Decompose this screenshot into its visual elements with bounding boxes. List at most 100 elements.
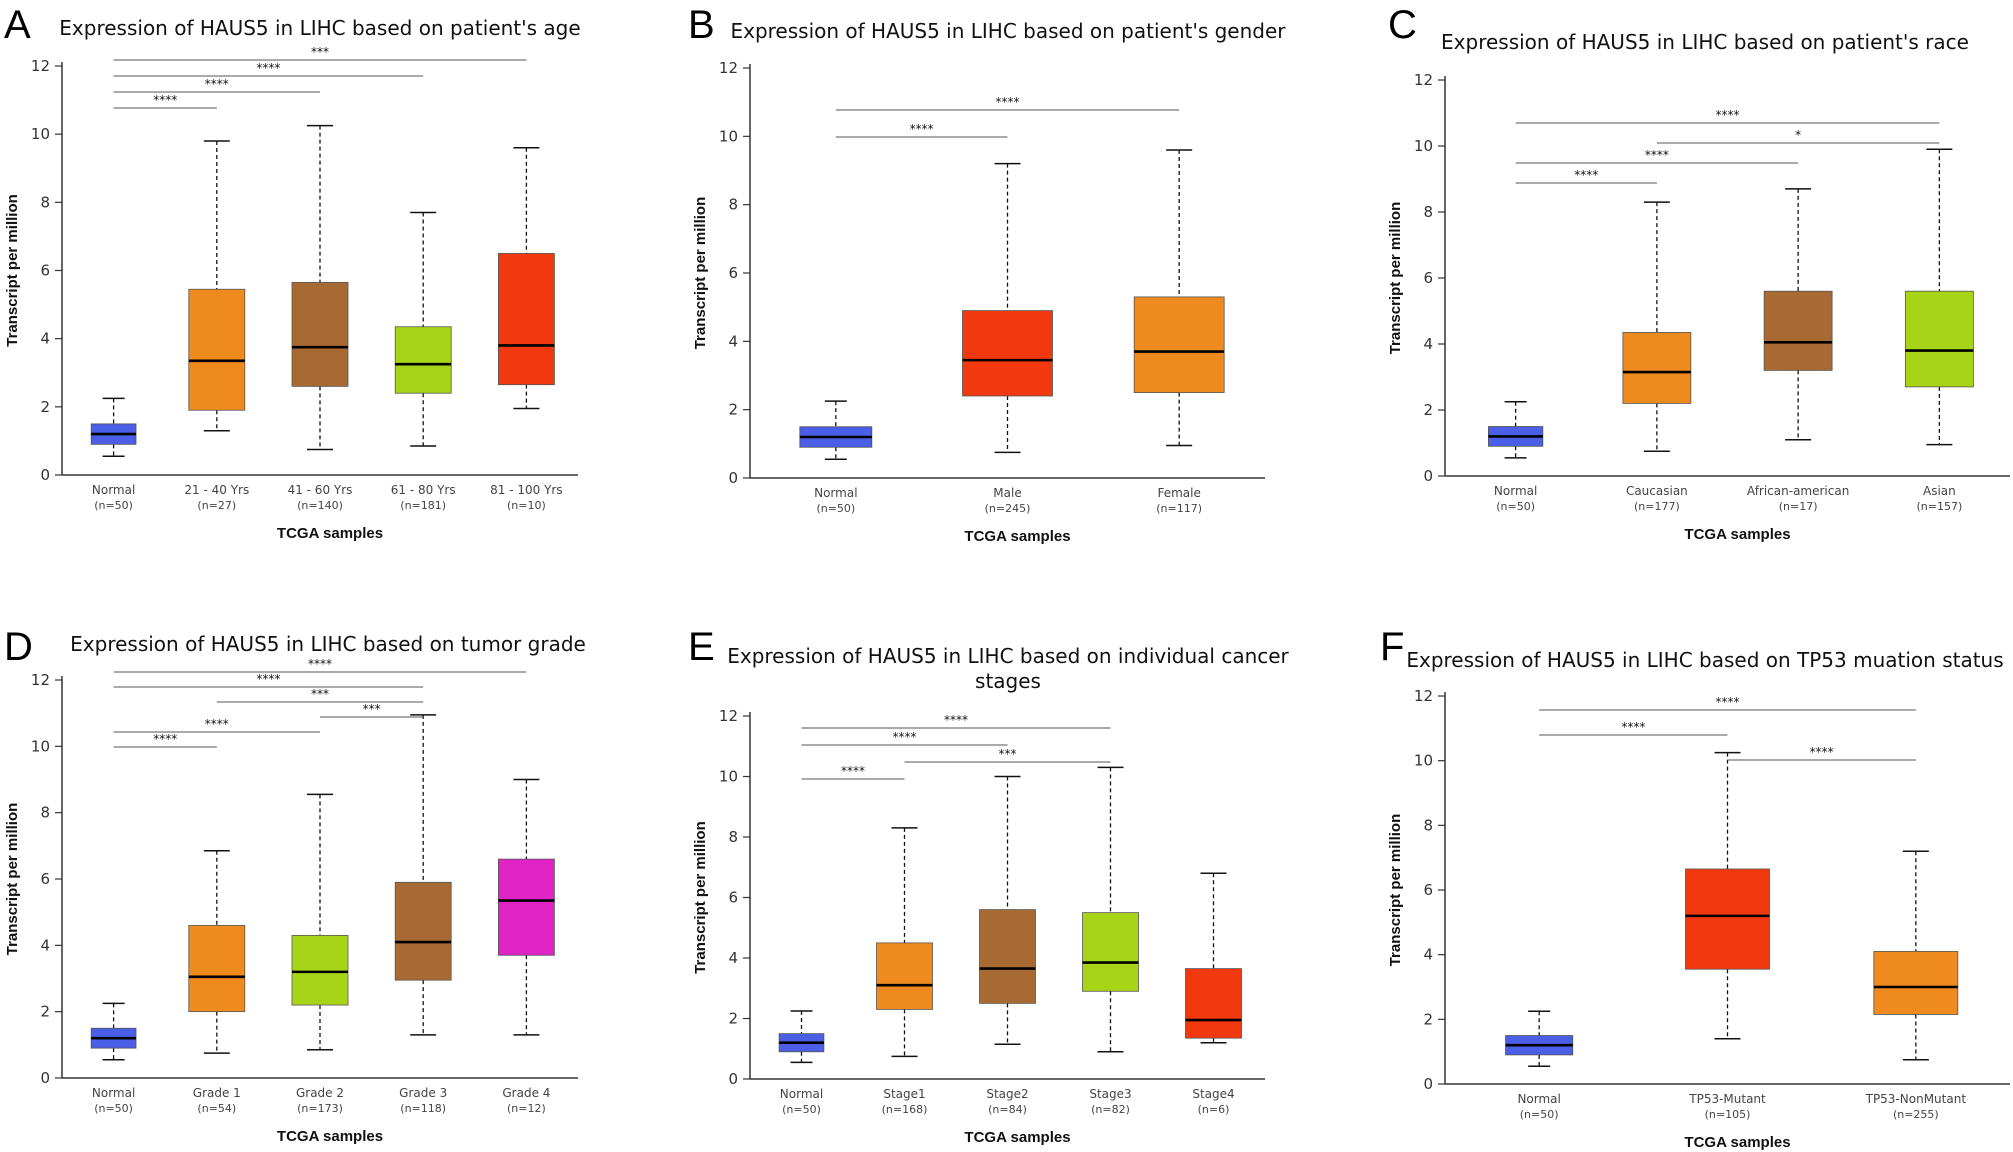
sample-count-label: (n=82): [1091, 1103, 1130, 1116]
category-label: TP53-Mutant: [1688, 1092, 1766, 1106]
significance-label: ***: [363, 702, 381, 716]
iqr-box: [188, 288, 246, 411]
sample-count-label: (n=245): [985, 502, 1031, 515]
category-label: Normal: [92, 1086, 135, 1100]
y-tick-label: 12: [1414, 687, 1433, 705]
box-african-american: [1763, 188, 1833, 441]
category-label: Normal: [1494, 484, 1537, 498]
y-tick-label: 12: [719, 59, 738, 77]
y-tick-label: 2: [40, 1003, 50, 1021]
significance-label: ****: [256, 61, 280, 75]
sample-count-label: (n=50): [94, 499, 133, 512]
significance-label: ****: [1716, 695, 1740, 709]
box-grade-3: [394, 714, 452, 1036]
category-label: 21 - 40 Yrs: [184, 483, 249, 497]
sample-count-label: (n=157): [1916, 500, 1962, 513]
category-label: Normal: [814, 486, 857, 500]
box-female: [1133, 149, 1225, 447]
iqr-box: [497, 253, 555, 386]
sample-count-label: (n=255): [1893, 1108, 1939, 1121]
box-21-40-yrs: [188, 140, 246, 432]
y-tick-label: 6: [1423, 881, 1433, 899]
y-tick-label: 4: [40, 936, 50, 954]
box-grade-2: [291, 793, 349, 1051]
box-normal: [90, 1002, 137, 1061]
category-label: Stage1: [883, 1087, 925, 1101]
y-tick-label: 10: [1414, 752, 1433, 770]
significance-label: ****: [153, 93, 177, 107]
significance-label: ****: [841, 764, 865, 778]
y-tick-label: 4: [728, 332, 738, 350]
panel-letter: D: [4, 625, 33, 669]
y-tick-label: 4: [1423, 946, 1433, 964]
category-label: Normal: [1517, 1092, 1560, 1106]
category-label: Asian: [1923, 484, 1956, 498]
category-label: Normal: [780, 1087, 823, 1101]
significance-label: ****: [308, 657, 332, 671]
y-tick-label: 4: [40, 330, 50, 348]
panel-D: D Expression of HAUS5 in LIHC based on tu…: [4, 625, 586, 1145]
chart-title: Expression of HAUS5 in LIHC based on pat…: [59, 16, 580, 40]
x-axis-title: TCGA samples: [964, 1129, 1070, 1146]
sample-count-label: (n=118): [400, 1102, 446, 1115]
y-tick-label: 6: [40, 870, 50, 888]
iqr-box: [1685, 868, 1770, 970]
significance-label: ****: [893, 730, 917, 744]
box-stage3: [1082, 766, 1139, 1053]
y-tick-label: 8: [1423, 816, 1433, 834]
box-normal: [778, 1010, 825, 1064]
y-tick-label: 6: [40, 262, 50, 280]
chart-title: Expression of HAUS5 in LIHC based on pat…: [730, 19, 1286, 43]
box-tp53-mutant: [1685, 751, 1770, 1040]
significance-label: ****: [910, 122, 934, 136]
sample-count-label: (n=50): [1520, 1108, 1559, 1121]
y-tick-label: 0: [728, 1070, 738, 1088]
box-male: [962, 162, 1053, 454]
y-tick-label: 0: [40, 1069, 50, 1087]
category-label: Stage3: [1089, 1087, 1131, 1101]
iqr-box: [1082, 912, 1139, 992]
category-label: 61 - 80 Yrs: [391, 483, 456, 497]
y-axis-title: Transcript per million: [4, 803, 21, 956]
y-tick-label: 10: [31, 737, 50, 755]
x-axis-title: TCGA samples: [1684, 1134, 1790, 1151]
y-tick-label: 12: [719, 707, 738, 725]
box-grade-1: [188, 850, 246, 1054]
significance-label: ***: [311, 45, 329, 59]
panel-E: E Expression of HAUS5 in LIHC based on in…: [688, 625, 1290, 1146]
category-label: African-american: [1747, 484, 1849, 498]
y-axis-title: Transcript per million: [692, 821, 709, 974]
significance-label: ****: [256, 672, 280, 686]
y-tick-label: 12: [1414, 71, 1433, 89]
sample-count-label: (n=6): [1198, 1103, 1230, 1116]
box-normal: [90, 397, 137, 458]
box-61-80-yrs: [394, 211, 452, 447]
sample-count-label: (n=50): [782, 1103, 821, 1116]
panel-C: C Expression of HAUS5 in LIHC based on pa…: [1387, 3, 2010, 543]
category-label: 41 - 60 Yrs: [288, 483, 353, 497]
panel-letter: F: [1380, 625, 1404, 669]
y-tick-label: 8: [40, 193, 50, 211]
y-tick-label: 0: [728, 469, 738, 487]
y-tick-label: 6: [728, 889, 738, 907]
category-label: Grade 2: [296, 1086, 344, 1100]
significance-label: ****: [944, 713, 968, 727]
box-stage4: [1185, 872, 1242, 1044]
sample-count-label: (n=168): [882, 1103, 928, 1116]
significance-label: ****: [1621, 720, 1645, 734]
y-tick-label: 6: [728, 264, 738, 282]
iqr-box: [291, 934, 349, 1006]
chart-title: Expression of HAUS5 in LIHC based on TP5…: [1406, 648, 2003, 672]
x-axis-title: TCGA samples: [277, 525, 383, 542]
category-label: TP53-NonMutant: [1865, 1092, 1967, 1106]
y-axis-title: Transcript per million: [1387, 202, 1404, 355]
sample-count-label: (n=177): [1634, 500, 1680, 513]
x-axis-title: TCGA samples: [277, 1128, 383, 1145]
box-grade-4: [497, 778, 555, 1036]
chart-title: Expression of HAUS5 in LIHC based on tum…: [70, 632, 586, 656]
sample-count-label: (n=50): [94, 1102, 133, 1115]
box-normal: [799, 400, 873, 460]
y-tick-label: 0: [1423, 467, 1433, 485]
iqr-box: [1763, 290, 1833, 371]
